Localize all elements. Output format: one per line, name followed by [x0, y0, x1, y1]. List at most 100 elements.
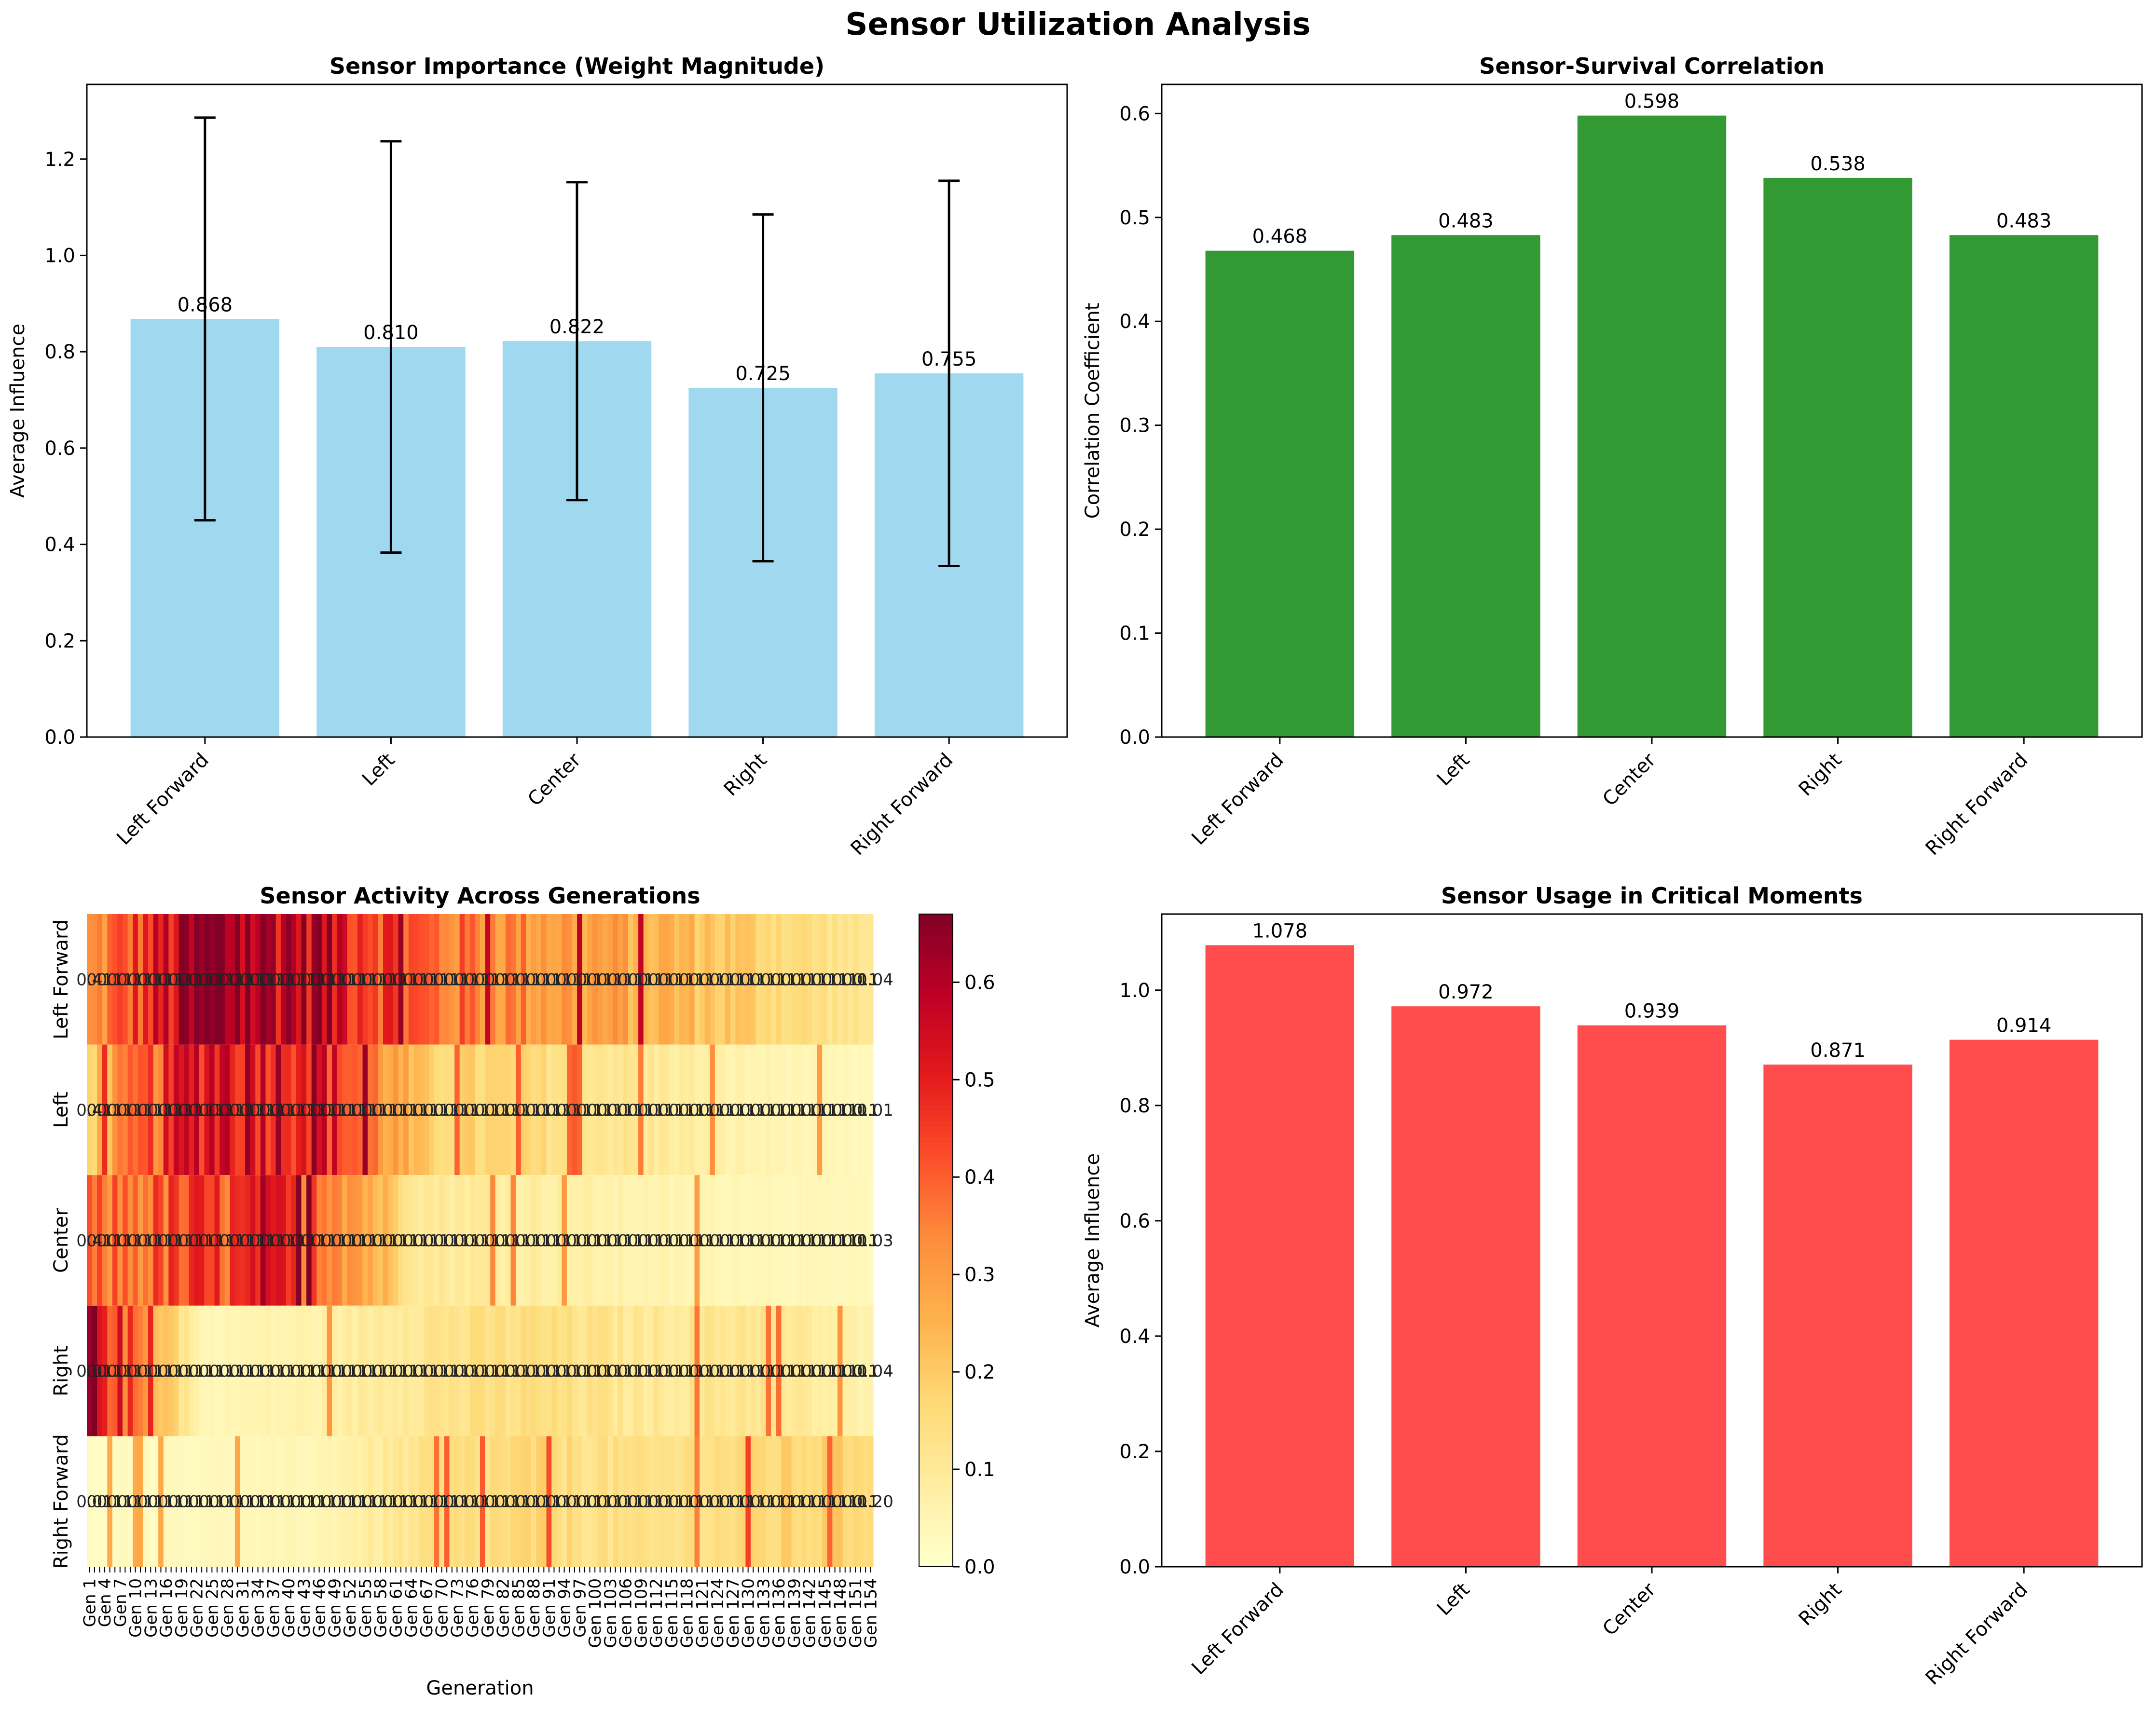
heatmap-annotation: 0.1: [607, 1101, 633, 1120]
heatmap-cell: [577, 1436, 583, 1567]
heatmap-cell: [807, 1436, 812, 1567]
heatmap-annotation: 0.1: [638, 1231, 664, 1251]
heatmap-cell: [291, 1044, 297, 1176]
heatmap-cell: [807, 1305, 812, 1436]
heatmap-annotation: 0.1: [321, 1101, 347, 1120]
heatmap-annotation: 0.1: [659, 1231, 685, 1251]
heatmap-cell: [439, 1044, 445, 1176]
heatmap-annotation: 0.1: [669, 1362, 695, 1381]
heatmap-annotation: 0.1: [97, 1101, 123, 1120]
x-tick-label: Gen 100: [586, 1578, 605, 1648]
heatmap-cell: [327, 1305, 332, 1436]
heatmap-cell: [424, 914, 429, 1045]
y-tick-label: 0.6: [1119, 103, 1150, 125]
heatmap-cell: [92, 1044, 97, 1176]
heatmap-cell: [848, 914, 853, 1045]
heatmap-annotation: 0.1: [597, 1231, 623, 1251]
heatmap-annotation: 0.1: [710, 1101, 736, 1120]
heatmap-cell: [424, 1436, 429, 1567]
value-label: 0.939: [1624, 1000, 1680, 1023]
y-tick-label: 0.1: [1119, 623, 1150, 645]
heatmap-cell: [607, 914, 613, 1045]
heatmap-cell: [868, 1044, 874, 1176]
heatmap-cell: [796, 1175, 802, 1306]
heatmap-annotation: 0.1: [403, 1362, 429, 1381]
y-axis-label: Average Influence: [1082, 1153, 1104, 1327]
colorbar-swatch: [919, 1305, 953, 1312]
x-tick-label: Gen 106: [617, 1578, 636, 1648]
heatmap-cell: [648, 1044, 654, 1176]
heatmap-cell: [383, 1175, 389, 1306]
heatmap-annotation: 0.1: [465, 1231, 491, 1251]
heatmap-cell: [321, 1044, 328, 1176]
heatmap-cell: [796, 1305, 802, 1436]
heatmap-cell: [628, 1305, 634, 1436]
heatmap-annotation: 0.1: [679, 1492, 705, 1512]
colorbar-swatch: [919, 941, 953, 947]
heatmap-cell: [526, 1044, 532, 1176]
heatmap-cell: [102, 1305, 108, 1436]
colorbar-swatch: [919, 1023, 953, 1029]
heatmap-cell: [556, 1044, 562, 1176]
y-tick-label-left: Left: [50, 1092, 72, 1128]
heatmap-cell: [459, 1044, 465, 1176]
heatmap-cell: [137, 1305, 144, 1436]
heatmap-annotation: 0.1: [679, 1231, 705, 1251]
colorbar-swatch: [919, 1229, 953, 1236]
heatmap-cell: [868, 1305, 874, 1436]
x-tick-label: Gen 112: [647, 1578, 666, 1648]
heatmap-cell: [786, 1305, 792, 1436]
heatmap-annotation: 0.1: [638, 1101, 664, 1120]
heatmap-annotation: 0.1: [852, 1101, 879, 1120]
heatmap-annotation: 0.1: [566, 970, 592, 989]
heatmap-annotation: 0.1: [750, 1362, 776, 1381]
heatmap-annotation: 0.1: [750, 1231, 776, 1251]
heatmap-cell: [613, 1436, 618, 1567]
heatmap-cell: [112, 1305, 118, 1436]
heatmap-cell: [842, 1305, 848, 1436]
heatmap-annotation: 0.1: [761, 1492, 787, 1512]
heatmap-cell: [347, 914, 353, 1045]
heatmap-annotation: 0.1: [495, 1231, 521, 1251]
heatmap-cell: [720, 1305, 726, 1436]
heatmap-cell: [720, 1044, 726, 1176]
colorbar-tick-label: 0.3: [964, 1264, 995, 1286]
bar-left-forward: [1205, 945, 1355, 1567]
bar-right-forward: [1949, 235, 2099, 737]
heatmap-cell: [327, 1044, 332, 1176]
heatmap-cell: [623, 1436, 629, 1567]
heatmap-annotation: 0.1: [179, 970, 205, 989]
heatmap-cell: [546, 914, 552, 1045]
heatmap-annotation: 0.1: [220, 970, 246, 989]
heatmap-annotation: 0.1: [209, 1101, 235, 1120]
heatmap-cell: [674, 1175, 680, 1306]
heatmap-annotation: 0.1: [168, 1101, 194, 1120]
heatmap-cell: [505, 1305, 511, 1436]
heatmap-annotation: 0.1: [648, 1362, 674, 1381]
heatmap-cell: [413, 1175, 419, 1306]
heatmap-cell: [817, 1044, 823, 1176]
heatmap-cell: [398, 914, 404, 1045]
heatmap-annotation: 0.1: [852, 1492, 879, 1512]
heatmap-cell: [674, 1436, 680, 1567]
colorbar-swatch: [919, 963, 953, 969]
heatmap-cell: [332, 1044, 338, 1176]
heatmap-cell: [618, 914, 623, 1045]
heatmap-annotation: 0.1: [679, 1362, 705, 1381]
heatmap-annotation: 0.1: [270, 1231, 296, 1251]
colorbar-swatch: [919, 1050, 953, 1056]
heatmap-cell: [694, 1305, 700, 1436]
heatmap-cell: [592, 1175, 598, 1306]
heatmap-annotation: 0.1: [444, 1101, 470, 1120]
heatmap-cell: [510, 1305, 516, 1436]
heatmap-cell: [347, 1436, 353, 1567]
heatmap-annotation: 0.1: [281, 1101, 307, 1120]
heatmap-annotation: 0.1: [761, 1231, 787, 1251]
heatmap-cell: [480, 914, 486, 1045]
colorbar-swatch: [919, 1360, 953, 1366]
heatmap-cell: [137, 1436, 144, 1567]
colorbar-swatch: [919, 1121, 953, 1127]
heatmap-cell: [643, 914, 649, 1045]
heatmap-annotation: 0.1: [556, 1231, 582, 1251]
heatmap-cell: [495, 1436, 501, 1567]
